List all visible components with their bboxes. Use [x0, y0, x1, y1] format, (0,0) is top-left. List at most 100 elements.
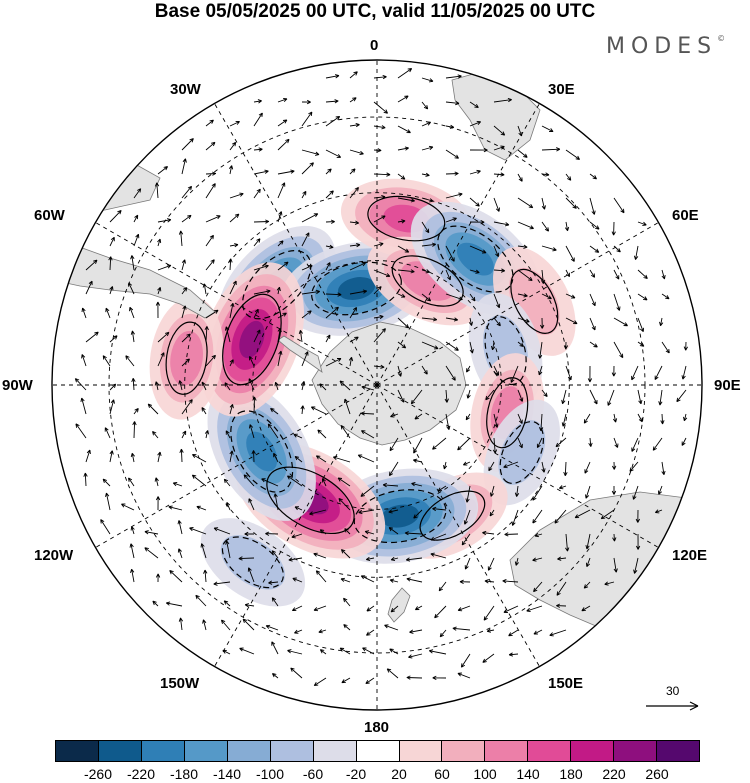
wind-vector: [130, 568, 135, 583]
wind-vector: [249, 356, 255, 367]
wind-vector: [349, 262, 366, 271]
wind-vector: [564, 221, 570, 232]
wind-vector: [613, 437, 619, 448]
anomaly-band: [170, 330, 203, 386]
wind-vector: [397, 173, 406, 180]
colorbar-tick-label: -220: [126, 766, 156, 782]
wind-vector: [541, 293, 552, 300]
wind-vector: [613, 341, 624, 359]
wind-vector: [397, 125, 411, 134]
colorbar-bin: [56, 741, 99, 761]
wind-vector: [157, 331, 170, 343]
wind-vector: [102, 478, 111, 487]
wind-vector: [541, 197, 546, 210]
wind-vector: [130, 452, 135, 463]
colorbar-tick-label: -20: [345, 766, 367, 782]
wind-vector: [109, 450, 114, 463]
wind-vector: [565, 245, 575, 262]
colorbar-bin: [657, 741, 700, 761]
wind-vector: [469, 245, 487, 254]
wind-vector: [133, 407, 139, 415]
wind-vector: [397, 317, 410, 329]
wind-vector: [177, 548, 183, 559]
wind-vector: [202, 283, 207, 295]
colorbar-tick-label: 180: [559, 766, 583, 782]
wind-vector: [541, 125, 554, 133]
wind-vector: [661, 341, 670, 354]
wind-vector: [358, 509, 375, 515]
wind-vector: [157, 166, 169, 175]
geopotential-contour: [499, 421, 545, 484]
wind-vector: [109, 383, 117, 391]
wind-vector: [253, 329, 261, 343]
wind-vector: [390, 556, 399, 562]
wind-vector: [632, 485, 639, 500]
wind-vector: [248, 378, 255, 391]
wind-vector: [413, 458, 423, 463]
wind-vector: [81, 354, 87, 367]
wind-vector: [301, 111, 313, 127]
wind-vector: [565, 149, 580, 160]
wind-vector: [661, 269, 666, 280]
wind-vector: [239, 647, 255, 655]
wind-vector: [421, 197, 434, 203]
wind-vector: [421, 121, 432, 127]
wind-vector: [517, 341, 524, 347]
wind-vector: [683, 413, 688, 422]
wind-vector: [611, 365, 617, 377]
wind-vector: [343, 624, 351, 631]
wind-vector: [181, 358, 190, 367]
wind-vector: [129, 543, 135, 559]
wind-vector: [301, 289, 321, 295]
wind-vector: [469, 341, 474, 354]
wind-vector: [229, 243, 239, 248]
wind-vector: [338, 497, 351, 511]
wind-vector: [154, 182, 160, 199]
wind-vector: [514, 485, 520, 497]
wind-vector: [565, 197, 577, 209]
wind-vector: [503, 461, 519, 469]
wind-vector: [430, 533, 447, 541]
lon-label-60w: 60W: [34, 207, 65, 224]
wind-vector: [457, 437, 471, 451]
wind-vector: [589, 317, 596, 331]
wind-vector: [125, 355, 135, 367]
wind-vector: [482, 653, 495, 663]
wind-vector: [637, 221, 647, 226]
wind-vector: [277, 97, 288, 103]
wind-vector: [277, 327, 282, 343]
wind-vector: [421, 365, 428, 375]
wind-vector: [288, 557, 303, 562]
wind-vector: [253, 169, 269, 175]
wind-vector: [589, 245, 600, 253]
wind-vector: [205, 309, 219, 319]
meridian-line: [376, 103, 540, 386]
meridian-line: [214, 384, 378, 667]
reference-vector-head: [689, 701, 699, 711]
wind-vector: [493, 221, 510, 227]
wind-vector: [410, 389, 423, 405]
lon-label-180: 180: [364, 719, 390, 736]
wind-vector: [561, 413, 567, 427]
wind-vector: [517, 125, 523, 137]
wind-vector: [130, 330, 135, 343]
wind-vector: [121, 503, 135, 511]
wind-vector: [589, 197, 596, 215]
geopotential-contour: [311, 261, 402, 316]
wind-vector: [421, 145, 434, 151]
colorbar-ticks: -260 -220 -180 -140 -100 -60 -20 20 60 100 140 180 2…: [55, 766, 700, 783]
wind-vector: [294, 455, 303, 463]
wind-vector: [253, 264, 269, 271]
wind-vector: [277, 169, 295, 175]
wind-vector: [421, 317, 438, 322]
wind-vector: [489, 509, 495, 517]
wind-vector: [397, 245, 410, 253]
wind-vector: [349, 220, 360, 225]
wind-vector: [205, 171, 217, 176]
wind-vector: [469, 219, 485, 225]
wind-vector: [397, 146, 409, 151]
wind-vector: [204, 326, 209, 343]
wind-vector: [493, 413, 499, 428]
wind-vector: [253, 289, 271, 295]
wind-vector: [469, 101, 479, 109]
